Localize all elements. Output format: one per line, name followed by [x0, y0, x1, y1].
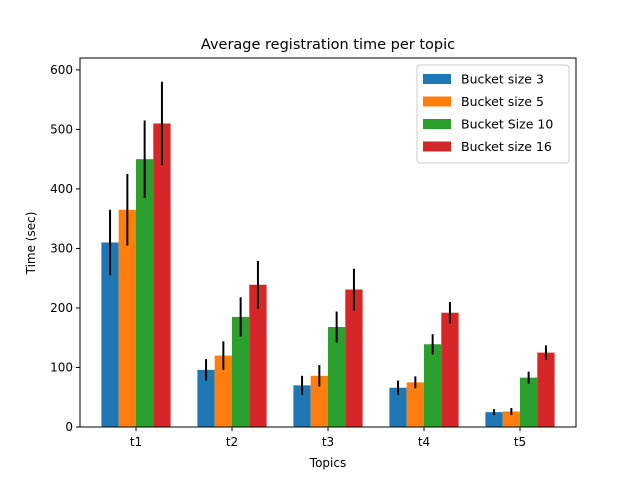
bars-layer — [101, 123, 555, 427]
bar-t3-series-2 — [310, 375, 328, 427]
y-tick-label: 200 — [50, 301, 73, 315]
legend-swatch-1 — [423, 74, 451, 84]
bar-t2-series-3 — [232, 316, 250, 427]
bar-t3-series-3 — [328, 327, 346, 427]
axes: 0 100 200 300 400 500 600 t1 t2 t3 t4 t5 — [50, 57, 577, 449]
bar-t4-series-1 — [389, 387, 407, 427]
x-tick-label-t5: t5 — [514, 435, 526, 449]
bar-t2-series-1 — [197, 369, 215, 427]
legend: Bucket size 3 Bucket size 5 Bucket Size 10… — [416, 64, 570, 164]
legend-swatch-2 — [423, 96, 451, 107]
y-tick-label: 0 — [65, 420, 73, 434]
bar-t5-series-3 — [520, 377, 538, 427]
legend-label-1: Bucket size 3 — [461, 72, 544, 87]
legend-box — [416, 64, 570, 164]
x-tick-label-t4: t4 — [418, 435, 430, 449]
y-axis-label: Time (sec) — [24, 212, 38, 276]
bar-t4-series-2 — [406, 382, 424, 427]
y-tick-label: 400 — [50, 182, 73, 196]
y-tick-label: 500 — [50, 122, 73, 136]
bar-t2-series-4 — [249, 284, 267, 427]
legend-label-2: Bucket size 5 — [461, 94, 544, 109]
y-tick-label: 300 — [50, 241, 73, 255]
bar-t4-series-4 — [441, 312, 459, 427]
legend-swatch-3 — [423, 119, 451, 129]
bar-t2-series-2 — [214, 355, 232, 427]
bar-t5-series-2 — [502, 411, 520, 427]
bar-t3-series-1 — [293, 385, 311, 427]
bar-t1-series-3 — [136, 159, 154, 427]
y-tick-label: 100 — [50, 360, 73, 374]
legend-label-3: Bucket Size 10 — [461, 117, 553, 132]
bar-t5-series-4 — [537, 352, 555, 427]
x-tick-label-t2: t2 — [226, 435, 238, 449]
chart-title: Average registration time per topic — [201, 37, 455, 53]
bar-t1-series-1 — [101, 242, 119, 427]
bar-t5-series-1 — [485, 412, 503, 427]
legend-swatch-4 — [423, 141, 451, 152]
legend-label-4: Bucket size 16 — [461, 139, 552, 154]
bar-t1-series-2 — [118, 209, 136, 427]
x-tick-label-t3: t3 — [322, 435, 334, 449]
bar-t4-series-3 — [424, 344, 442, 427]
bar-t1-series-4 — [153, 123, 171, 427]
x-tick-label-t1: t1 — [130, 435, 142, 449]
y-tick-label: 600 — [50, 63, 73, 77]
error-bars-layer — [109, 81, 547, 416]
bar-t3-series-4 — [345, 289, 363, 427]
x-axis-label: Topics — [309, 456, 346, 470]
